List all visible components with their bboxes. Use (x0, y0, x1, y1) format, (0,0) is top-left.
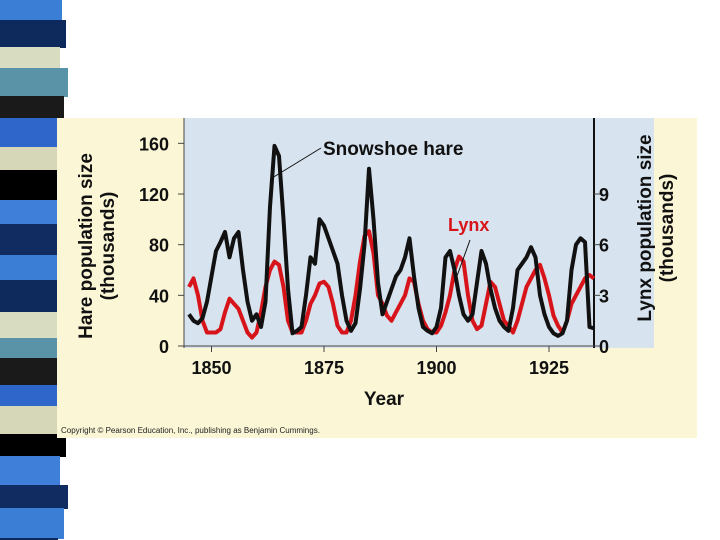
stripe-block (0, 406, 62, 435)
stripe-block (0, 280, 68, 313)
stripe-block (0, 485, 68, 509)
stripe-block (0, 0, 62, 21)
stripe-block (0, 434, 66, 457)
copyright-note: Copyright © Pearson Education, Inc., pub… (61, 426, 320, 435)
stripe-block (0, 20, 66, 48)
stripe-block (0, 358, 66, 386)
right-y-tick-label: 0 (599, 337, 609, 357)
right-y-tick-label: 3 (599, 286, 609, 306)
stripe-block (0, 118, 58, 148)
population-chart: 1850 1875 1900 1925 0 40 80 120 160 0 3 6 9 Snowshoe… (76, 118, 678, 410)
lynx-series-line (187, 229, 596, 340)
decorative-stripe (0, 0, 68, 540)
left-y-tick-label: 0 (159, 337, 169, 357)
left-y-tick-label: 160 (139, 134, 169, 154)
right-axis-label: Lynx population size (thousands) (635, 134, 678, 321)
hare-annotation-leader (271, 147, 322, 179)
left-y-tick-label: 80 (149, 236, 169, 256)
stripe-block (0, 255, 60, 281)
lynx-annotation-label: Lynx (448, 215, 489, 235)
stripe-block (0, 96, 64, 119)
stripe-block (0, 456, 60, 486)
stripe-block (0, 170, 62, 201)
left-y-tick-label: 40 (149, 286, 169, 306)
stripe-block (0, 312, 64, 339)
right-y-tick-label: 9 (599, 185, 609, 205)
left-axis-label: Hare population size (thousands) (76, 153, 119, 339)
lynx-annotation-leader (456, 239, 471, 277)
left-axis-label-line: Hare population size (76, 153, 97, 339)
x-tick-label: 1925 (529, 358, 569, 378)
stripe-block (0, 538, 58, 540)
stripe-block (0, 200, 62, 225)
stripe-block (0, 147, 66, 171)
right-y-tick-label: 6 (599, 236, 609, 256)
left-y-tick-label: 120 (139, 185, 169, 205)
hare-series-line (187, 143, 595, 338)
stripe-block (0, 338, 58, 359)
x-tick-label: 1900 (416, 358, 456, 378)
hare-annotation-label: Snowshoe hare (323, 139, 463, 160)
x-tick-label: 1875 (304, 358, 344, 378)
stripe-block (0, 508, 64, 539)
stripe-block (0, 224, 66, 256)
x-tick-label: 1850 (191, 358, 231, 378)
right-axis-label-line: Lynx population size (635, 134, 656, 321)
x-axis-label: Year (364, 389, 405, 410)
stripe-block (0, 385, 62, 407)
stripe-block (0, 47, 60, 69)
right-axis-label-line: (thousands) (657, 174, 678, 283)
stripe-block (0, 68, 68, 97)
left-axis-label-line: (thousands) (98, 192, 119, 301)
